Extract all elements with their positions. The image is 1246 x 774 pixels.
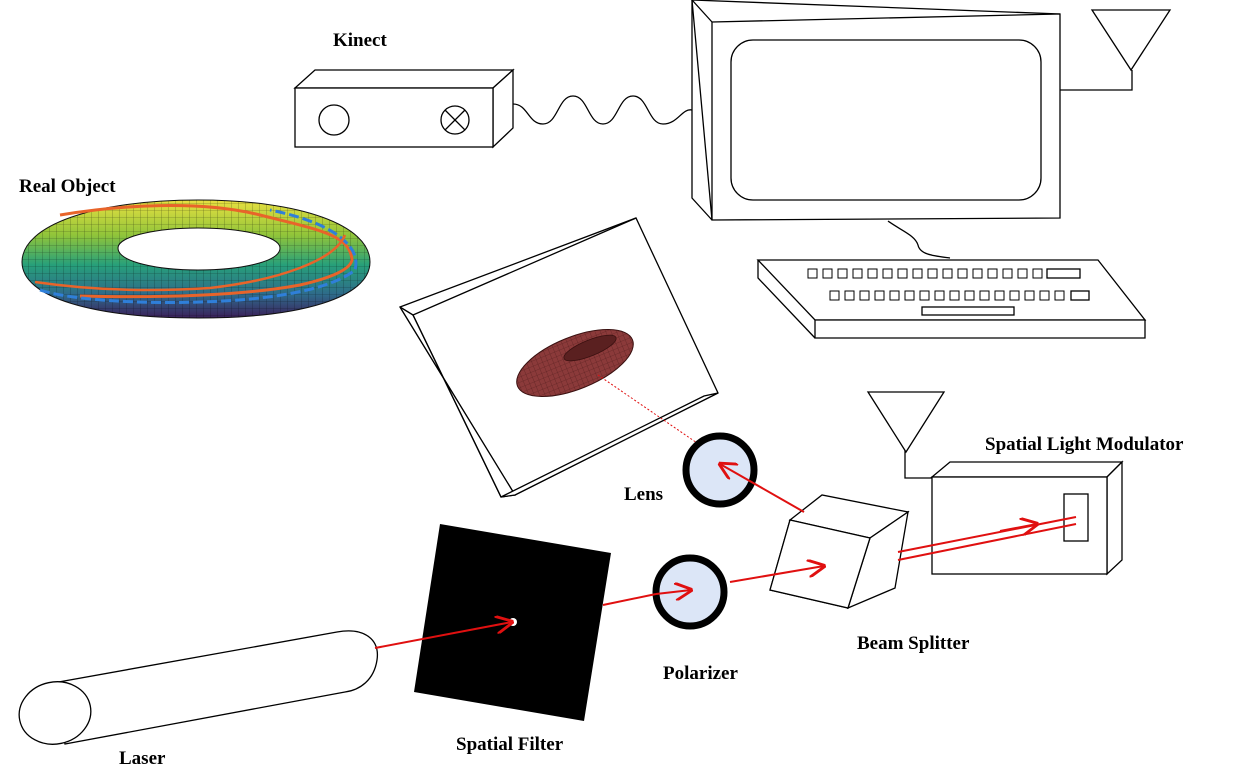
keyboard-key	[807, 268, 818, 279]
keyboard-key	[867, 268, 878, 279]
keyboard-cable	[887, 220, 951, 259]
spatial-filter	[414, 524, 611, 721]
keyboard-key	[934, 290, 945, 301]
kinect-emitter-icon	[440, 105, 470, 135]
label-beam-splitter: Beam Splitter	[857, 633, 970, 654]
keyboard-key-wide	[1046, 268, 1081, 279]
keyboard-keys-row-1	[807, 268, 1043, 279]
keyboard-key	[852, 268, 863, 279]
projection-line	[597, 374, 701, 446]
keyboard-key	[964, 290, 975, 301]
keyboard-key	[822, 268, 833, 279]
keyboard-key	[874, 290, 885, 301]
laser-tube	[18, 630, 378, 745]
label-polarizer: Polarizer	[663, 663, 738, 684]
keyboard-key	[912, 268, 923, 279]
keyboard-key	[972, 268, 983, 279]
antenna-icon	[1060, 9, 1172, 91]
label-spatial-filter: Spatial Filter	[456, 734, 564, 755]
lens-optic	[682, 432, 758, 508]
kinect-cable	[512, 95, 693, 125]
keyboard-key	[987, 268, 998, 279]
keyboard-key	[829, 290, 840, 301]
keyboard-key	[1017, 268, 1028, 279]
antenna-icon	[866, 391, 946, 479]
keyboard-key	[1002, 268, 1013, 279]
keyboard-key	[904, 290, 915, 301]
keyboard-key	[1024, 290, 1035, 301]
real-object-torus	[21, 199, 371, 319]
label-spatial-light-modulator: Spatial Light Modulator	[985, 434, 1184, 455]
keyboard-key	[949, 290, 960, 301]
keyboard-key	[897, 268, 908, 279]
keyboard-key	[994, 290, 1005, 301]
laser-beam-path	[374, 464, 1077, 649]
keyboard-key-small	[1070, 290, 1090, 301]
keyboard-key	[882, 268, 893, 279]
keyboard-key	[837, 268, 848, 279]
keyboard-key	[889, 290, 900, 301]
keyboard	[756, 259, 1147, 339]
kinect-device	[293, 68, 515, 149]
keyboard-key	[844, 290, 855, 301]
keyboard-key	[979, 290, 990, 301]
hologram-torus	[516, 329, 634, 397]
computer-monitor	[691, 0, 1061, 221]
keyboard-key	[859, 290, 870, 301]
keyboard-key	[1039, 290, 1050, 301]
keyboard-key	[1032, 268, 1043, 279]
keyboard-key	[957, 268, 968, 279]
keyboard-keys-row-2	[829, 290, 1065, 301]
keyboard-spacebar	[921, 306, 1015, 316]
beam-splitter	[769, 494, 910, 610]
keyboard-key	[919, 290, 930, 301]
spatial-light-modulator	[930, 460, 1124, 576]
label-laser: Laser	[119, 748, 166, 769]
keyboard-key	[1009, 290, 1020, 301]
label-kinect: Kinect	[333, 30, 387, 51]
label-real-object: Real Object	[19, 176, 116, 197]
kinect-lens-icon	[318, 104, 350, 136]
label-lens: Lens	[624, 484, 663, 505]
keyboard-key	[942, 268, 953, 279]
keyboard-key	[927, 268, 938, 279]
keyboard-key	[1054, 290, 1065, 301]
